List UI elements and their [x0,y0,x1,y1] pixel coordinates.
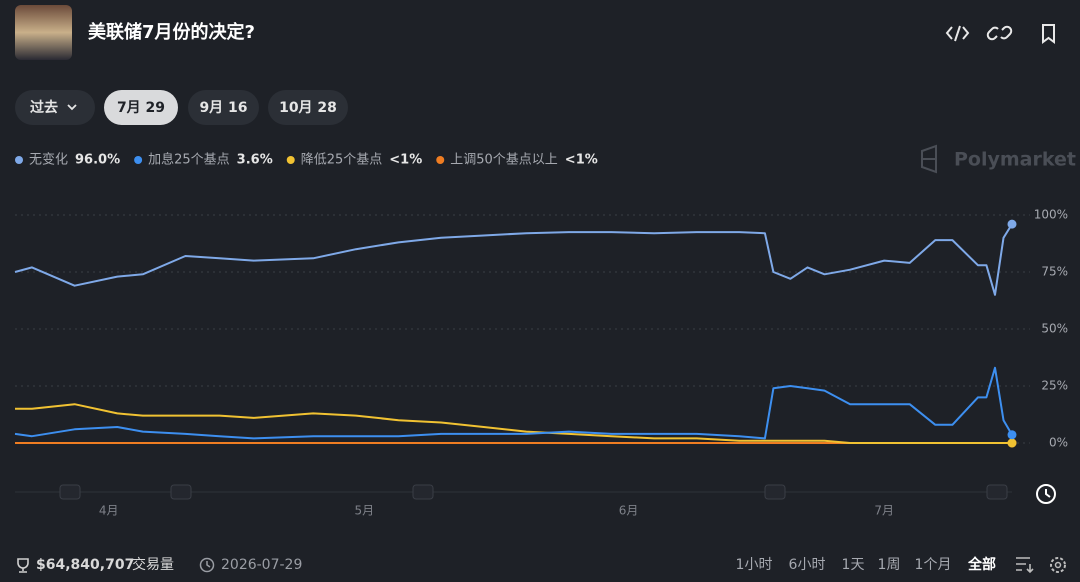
tab-label[interactable]: 10月 28 [279,100,337,116]
tab-label[interactable]: 9月 16 [199,100,247,116]
legend-value: 96.0% [75,153,120,168]
series-line [14,366,1013,440]
tab[interactable] [15,90,95,125]
timeline-marker [764,484,786,500]
link-icon[interactable] [986,25,1013,41]
range-option[interactable]: 全部 [967,556,996,573]
y-tick-label: 50% [1041,322,1068,336]
legend: 无变化 96.0% 加息25个基点 3.6% 降低25个基点 <1% 上调50个基点以上 <1… [15,152,598,168]
watermark-logo [921,144,937,174]
trophy-icon [17,558,29,573]
series-line [14,223,1013,296]
series-line [15,403,1012,444]
header-icons[interactable] [945,24,1055,44]
settings-icon[interactable] [1050,557,1066,573]
date-icon [199,557,215,573]
dropdown-chevron[interactable] [67,104,77,111]
volume-amount: $64,840,707 [36,557,134,573]
end-date: 2026-07-29 [221,557,302,573]
x-tick-label: 7月 [874,504,894,518]
series-end-dot [1007,219,1017,229]
volume-label: 交易量 [132,556,174,573]
date-icon-hands [206,561,211,568]
legend-dot [286,156,295,164]
y-tick-label: 0% [1049,436,1068,450]
tab[interactable] [104,90,178,125]
series-end-dot [1007,430,1017,440]
range-selector: 1小时 6小时 1天 1周 1个月 全部 [736,556,996,573]
legend-value: <1% [565,153,598,168]
tab[interactable] [268,90,348,125]
sort-icon[interactable] [1016,557,1034,574]
tab-label[interactable]: 7月 29 [117,100,165,116]
legend-name: 上调50个基点以上 [450,153,558,168]
clock-hands[interactable] [1045,489,1051,498]
range-option[interactable]: 1天 [842,557,865,573]
chart: 100% 75% 50% 25% 0% 4月 5月 6月 7月 [14,208,1068,518]
legend-value: <1% [389,153,422,168]
range-option[interactable]: 1个月 [915,557,952,573]
timeline-marker [412,484,434,500]
tab[interactable] [188,90,259,125]
x-tick-label: 5月 [355,504,375,518]
range-option[interactable]: 6小时 [789,557,826,573]
bookmark-icon[interactable] [1042,24,1055,44]
x-tick-label: 4月 [99,504,119,518]
market-title: 美联储7月份的决定? [88,21,255,43]
market-thumbnail [15,5,72,60]
watermark-text: Polymarket [954,149,1076,171]
legend-dot [134,156,143,164]
footer: $64,840,707 交易量 2026-07-29 1小时 6小时 1天 1周 1个月… [17,556,1066,574]
legend-value: 3.6% [237,153,273,168]
settings-icon-center[interactable] [1054,561,1062,569]
watermark: Polymarket [921,144,1076,174]
legend-name: 降低25个基点 [301,153,383,168]
y-tick-label: 25% [1041,379,1068,393]
legend-dot [15,156,23,164]
legend-dot [436,156,445,164]
x-tick-label: 6月 [619,504,639,518]
clock-circle[interactable] [1036,484,1056,504]
range-option[interactable]: 1小时 [736,557,773,573]
history-icon[interactable] [1036,484,1056,504]
range-option[interactable]: 1周 [878,557,901,573]
timeline-marker [59,484,81,500]
y-tick-label: 100% [1034,208,1068,222]
y-tick-label: 75% [1041,265,1068,279]
timeline-marker [170,484,192,500]
embed-icon[interactable] [945,25,970,42]
legend-name: 无变化 [29,152,68,168]
tab-label[interactable]: 过去 [30,99,58,116]
legend-name: 加息25个基点 [148,152,230,168]
timeline-marker [986,484,1008,500]
tab-row: 过去 7月 29 9月 16 10月 28 [15,90,348,125]
timeline-markers [59,484,1008,500]
series-end-dot [1007,438,1017,448]
